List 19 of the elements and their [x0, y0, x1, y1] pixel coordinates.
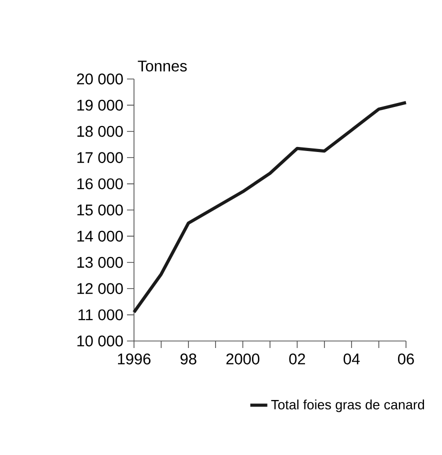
- y-tick-label: 11 000: [78, 309, 123, 320]
- x-tick-label: 02: [289, 354, 306, 364]
- y-tick-label: 19 000: [77, 100, 123, 111]
- y-tick-label: 20 000: [77, 74, 123, 84]
- y-tick-label: 15 000: [77, 204, 123, 216]
- x-tick-label: 1996: [118, 354, 150, 364]
- y-tick-label: 12 000: [77, 283, 123, 294]
- x-tick-label: 06: [398, 354, 414, 364]
- x-tick-label: 04: [344, 354, 360, 364]
- y-tick-label: 18 000: [77, 126, 123, 137]
- y-tick-label: 14 000: [77, 230, 123, 242]
- y-tick-label: 16 000: [77, 178, 123, 190]
- x-tick-label: 98: [180, 354, 196, 364]
- y-axis-title: Tonnes: [138, 60, 187, 72]
- y-tick-label: 17 000: [77, 152, 123, 164]
- legend-label: Total foies gras de canard: [271, 400, 424, 412]
- x-tick-label: 2000: [226, 354, 260, 364]
- y-tick-label: 10 000: [77, 336, 123, 346]
- y-tick-label: 13 000: [77, 256, 123, 268]
